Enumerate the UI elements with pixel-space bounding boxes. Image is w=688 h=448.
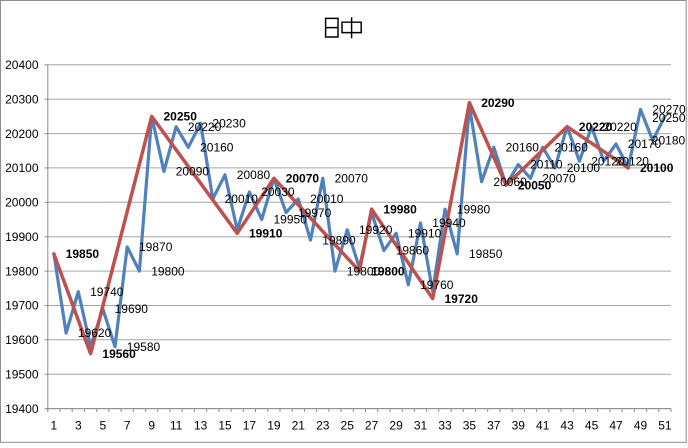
svg-text:23: 23 — [316, 419, 330, 433]
svg-text:19980: 19980 — [457, 202, 491, 216]
svg-text:19850: 19850 — [469, 247, 503, 261]
svg-text:19580: 19580 — [127, 340, 161, 354]
svg-text:25: 25 — [341, 419, 355, 433]
svg-text:19760: 19760 — [420, 278, 454, 292]
svg-text:20070: 20070 — [335, 172, 369, 186]
svg-text:19: 19 — [267, 419, 281, 433]
svg-text:19920: 19920 — [359, 223, 393, 237]
svg-text:20120: 20120 — [616, 154, 650, 168]
svg-text:19800: 19800 — [347, 264, 381, 278]
svg-text:7: 7 — [124, 419, 131, 433]
svg-text:20000: 20000 — [5, 196, 39, 210]
svg-text:20250: 20250 — [652, 111, 686, 125]
svg-text:20220: 20220 — [603, 120, 637, 134]
svg-text:20050: 20050 — [518, 178, 552, 192]
svg-text:19700: 19700 — [5, 299, 39, 313]
svg-text:20200: 20200 — [5, 127, 39, 141]
svg-text:1: 1 — [51, 419, 58, 433]
svg-text:19970: 19970 — [298, 206, 332, 220]
svg-text:19800: 19800 — [371, 264, 405, 278]
svg-text:19980: 19980 — [383, 202, 417, 216]
svg-text:31: 31 — [414, 419, 428, 433]
svg-text:20070: 20070 — [286, 172, 320, 186]
svg-text:5: 5 — [99, 419, 106, 433]
svg-text:37: 37 — [487, 419, 501, 433]
svg-text:20080: 20080 — [237, 168, 271, 182]
svg-text:47: 47 — [609, 419, 623, 433]
svg-text:20090: 20090 — [176, 165, 210, 179]
svg-text:20110: 20110 — [530, 158, 563, 172]
svg-text:20290: 20290 — [481, 96, 515, 110]
svg-text:45: 45 — [585, 419, 599, 433]
svg-text:29: 29 — [389, 419, 403, 433]
svg-text:20060: 20060 — [493, 175, 527, 189]
svg-text:20230: 20230 — [212, 116, 246, 130]
svg-text:20070: 20070 — [542, 172, 576, 186]
svg-text:19940: 19940 — [432, 216, 466, 230]
svg-text:19620: 19620 — [78, 326, 112, 340]
svg-text:9: 9 — [148, 419, 155, 433]
svg-text:19800: 19800 — [5, 264, 39, 278]
svg-text:39: 39 — [512, 419, 526, 433]
svg-text:19720: 19720 — [445, 292, 479, 306]
svg-text:20270: 20270 — [652, 103, 686, 117]
svg-text:19560: 19560 — [102, 347, 136, 361]
svg-text:49: 49 — [634, 419, 648, 433]
svg-text:19900: 19900 — [5, 230, 39, 244]
svg-text:17: 17 — [243, 419, 257, 433]
svg-text:11: 11 — [170, 419, 183, 433]
svg-text:20120: 20120 — [591, 154, 625, 168]
svg-text:20100: 20100 — [640, 161, 674, 175]
svg-text:21: 21 — [292, 419, 306, 433]
svg-text:20100: 20100 — [567, 161, 601, 175]
svg-text:19860: 19860 — [396, 244, 430, 258]
svg-text:19500: 19500 — [5, 367, 39, 381]
svg-text:19850: 19850 — [66, 247, 100, 261]
svg-text:20030: 20030 — [261, 185, 295, 199]
svg-text:20160: 20160 — [200, 141, 234, 155]
svg-text:43: 43 — [560, 419, 574, 433]
svg-text:20220: 20220 — [188, 120, 222, 134]
svg-text:3: 3 — [75, 419, 82, 433]
svg-text:19870: 19870 — [139, 240, 173, 254]
svg-text:51: 51 — [658, 419, 672, 433]
svg-text:19800: 19800 — [151, 264, 185, 278]
svg-text:35: 35 — [463, 419, 477, 433]
svg-text:41: 41 — [536, 419, 550, 433]
svg-text:19600: 19600 — [5, 333, 39, 347]
svg-text:19400: 19400 — [5, 402, 39, 416]
svg-text:20010: 20010 — [310, 192, 344, 206]
svg-text:20400: 20400 — [5, 58, 39, 72]
svg-text:19910: 19910 — [408, 227, 442, 241]
svg-text:15: 15 — [218, 419, 232, 433]
svg-text:27: 27 — [365, 419, 379, 433]
svg-text:20010: 20010 — [225, 192, 259, 206]
svg-text:20180: 20180 — [652, 134, 686, 148]
svg-text:20220: 20220 — [579, 120, 613, 134]
svg-text:19890: 19890 — [322, 233, 356, 247]
svg-text:20300: 20300 — [5, 92, 39, 106]
svg-text:20160: 20160 — [555, 141, 589, 155]
svg-text:13: 13 — [194, 419, 208, 433]
svg-text:19740: 19740 — [90, 285, 124, 299]
svg-text:20100: 20100 — [5, 161, 39, 175]
svg-text:20160: 20160 — [506, 141, 540, 155]
svg-text:19950: 19950 — [274, 213, 308, 227]
svg-text:33: 33 — [438, 419, 452, 433]
svg-text:20250: 20250 — [164, 110, 198, 124]
svg-text:19690: 19690 — [115, 302, 149, 316]
svg-text:19910: 19910 — [249, 227, 283, 241]
svg-text:20170: 20170 — [628, 137, 662, 151]
